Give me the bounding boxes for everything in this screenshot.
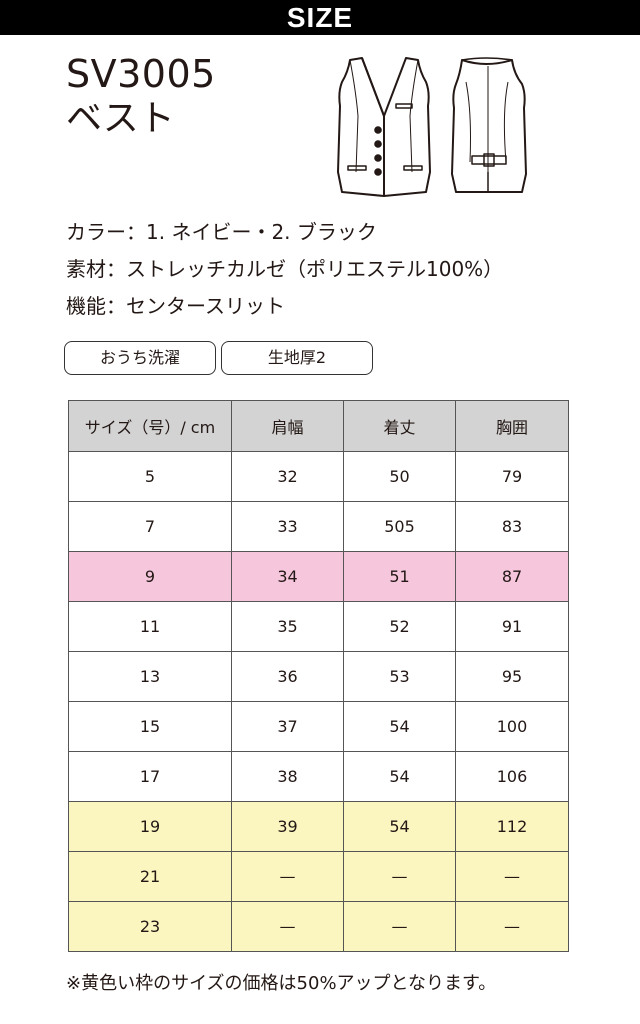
header-length: 着丈 bbox=[343, 400, 456, 452]
size-cell: 11 bbox=[68, 601, 232, 652]
shoulder-width-cell: 38 bbox=[231, 751, 344, 802]
shoulder-width-cell: 36 bbox=[231, 651, 344, 702]
table-row: 9 34 51 87 bbox=[68, 551, 569, 602]
table-row: 5 32 50 79 bbox=[68, 451, 569, 502]
length-cell: 54 bbox=[343, 701, 456, 752]
tag-home-washable: おうち洗濯 bbox=[64, 341, 216, 375]
table-row: 15 37 54 100 bbox=[68, 701, 569, 752]
product-code: SV3005 bbox=[66, 52, 216, 96]
chest-cell: 100 bbox=[455, 701, 569, 752]
shoulder-width-cell: 34 bbox=[231, 551, 344, 602]
chest-cell: — bbox=[455, 901, 569, 952]
shoulder-width-cell: — bbox=[231, 901, 344, 952]
spec-function: 機能：センタースリット bbox=[66, 294, 285, 318]
spec-material: 素材：ストレッチカルゼ（ポリエステル100%） bbox=[66, 257, 504, 281]
size-table: サイズ（号）/ cm 肩幅 着丈 胸囲 5 32 50 79 7 33 505 83 9 34 51… bbox=[68, 400, 569, 952]
size-cell: 5 bbox=[68, 451, 232, 502]
size-cell: 17 bbox=[68, 751, 232, 802]
shoulder-width-cell: — bbox=[231, 851, 344, 902]
footnote: ※黄色い枠のサイズの価格は50%アップとなります。 bbox=[66, 973, 497, 994]
table-row: 23— — — bbox=[68, 901, 569, 952]
size-header-title: SIZE bbox=[286, 2, 354, 33]
header-shoulder-width: 肩幅 bbox=[231, 400, 344, 452]
length-cell: 50 bbox=[343, 451, 456, 502]
chest-cell: 95 bbox=[455, 651, 569, 702]
shoulder-width-cell: 32 bbox=[231, 451, 344, 502]
spec-color: カラー：1. ネイビー・2. ブラック bbox=[66, 220, 377, 244]
tag-fabric-thickness: 生地厚2 bbox=[221, 341, 373, 375]
shoulder-width-cell: 35 bbox=[231, 601, 344, 652]
chest-cell: 106 bbox=[455, 751, 569, 802]
size-table-header: サイズ（号）/ cm 肩幅 着丈 胸囲 bbox=[68, 400, 569, 452]
length-cell: 505 bbox=[343, 501, 456, 552]
length-cell: 54 bbox=[343, 801, 456, 852]
shoulder-width-cell: 33 bbox=[231, 501, 344, 552]
size-cell: 13 bbox=[68, 651, 232, 702]
chest-cell: 91 bbox=[455, 601, 569, 652]
chest-cell: 83 bbox=[455, 501, 569, 552]
table-row: 21— — — bbox=[68, 851, 569, 902]
table-row: 17 38 54 106 bbox=[68, 751, 569, 802]
length-cell: — bbox=[343, 901, 456, 952]
product-name: ベスト bbox=[66, 98, 175, 139]
size-table-body: 5 32 50 79 7 33 505 83 9 34 51 87 11 35 52 91 13 36 53 95 15… bbox=[68, 451, 569, 952]
shoulder-width-cell: 39 bbox=[231, 801, 344, 852]
table-row: 7 33 505 83 bbox=[68, 501, 569, 552]
size-cell: 9 bbox=[68, 551, 232, 602]
vest-back-illustration bbox=[451, 57, 527, 193]
size-cell: 19 bbox=[68, 801, 232, 852]
length-cell: 53 bbox=[343, 651, 456, 702]
table-row: 13 36 53 95 bbox=[68, 651, 569, 702]
size-header-bar: SIZE bbox=[0, 0, 640, 35]
vest-front-illustration bbox=[337, 57, 431, 197]
header-size: サイズ（号）/ cm bbox=[68, 400, 232, 452]
chest-cell: 87 bbox=[455, 551, 569, 602]
shoulder-width-cell: 37 bbox=[231, 701, 344, 752]
size-cell: 15 bbox=[68, 701, 232, 752]
chest-cell: — bbox=[455, 851, 569, 902]
length-cell: — bbox=[343, 851, 456, 902]
length-cell: 51 bbox=[343, 551, 456, 602]
vest-illustrations bbox=[337, 57, 527, 197]
chest-cell: 112 bbox=[455, 801, 569, 852]
size-cell: 23 bbox=[68, 901, 232, 952]
length-cell: 54 bbox=[343, 751, 456, 802]
header-chest: 胸囲 bbox=[455, 400, 569, 452]
length-cell: 52 bbox=[343, 601, 456, 652]
chest-cell: 79 bbox=[455, 451, 569, 502]
table-row: 11 35 52 91 bbox=[68, 601, 569, 652]
size-cell: 21 bbox=[68, 851, 232, 902]
table-row: 19 39 54 112 bbox=[68, 801, 569, 852]
size-cell: 7 bbox=[68, 501, 232, 552]
